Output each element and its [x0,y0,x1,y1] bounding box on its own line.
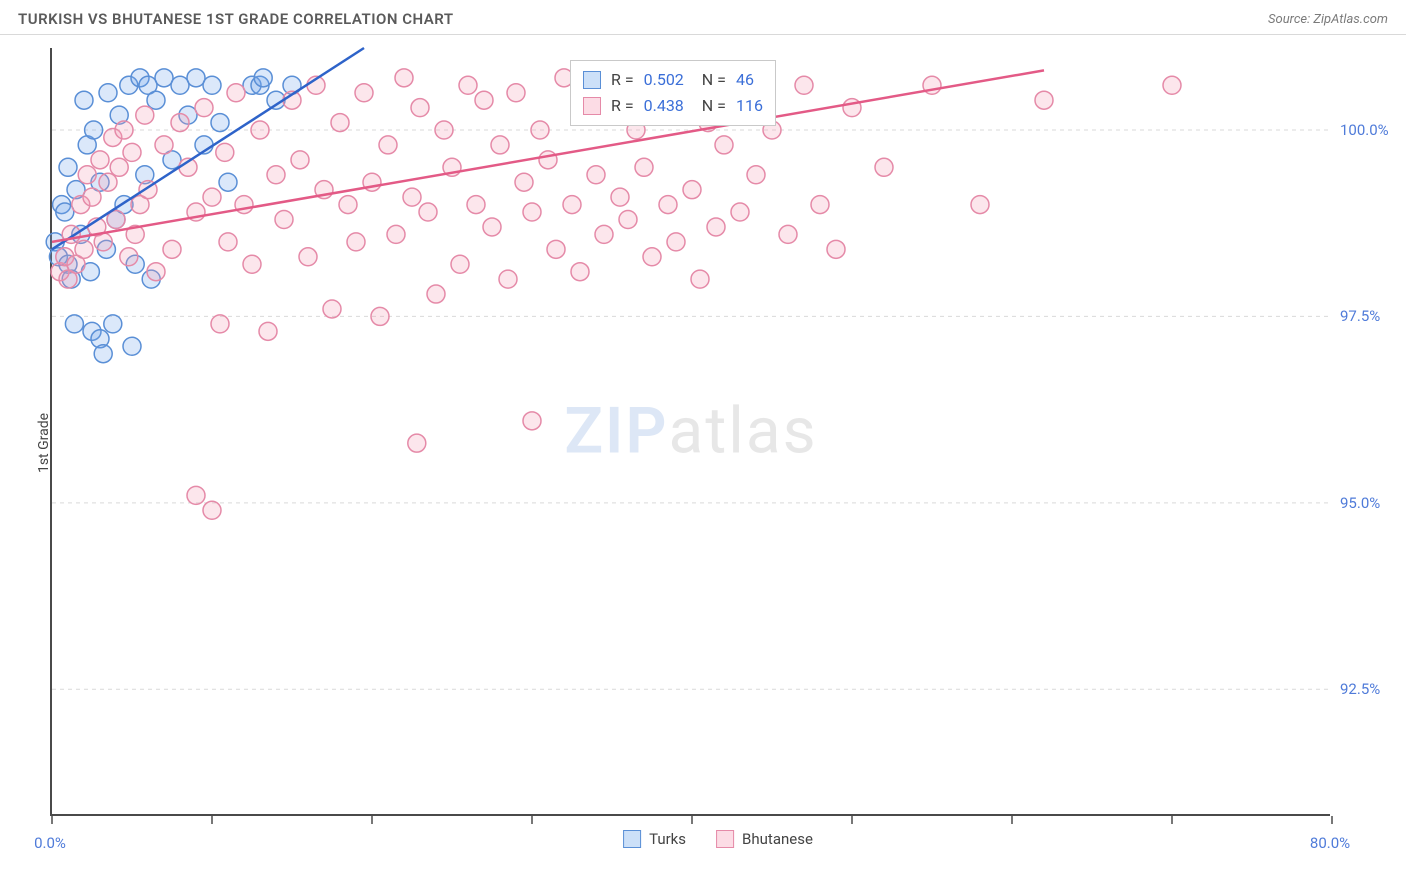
legend-swatch [623,830,641,848]
n-label: N = [702,93,726,119]
chart-source: Source: ZipAtlas.com [1268,12,1388,27]
y-tick-label: 95.0% [1340,494,1380,512]
r-label: R = [611,93,634,119]
n-value: 116 [736,93,763,119]
legend-swatch [583,97,601,115]
stats-row: R = 0.502 N = 46 [583,67,763,93]
x-tick-label: 0.0% [34,834,66,852]
bottom-legend: Turks Bhutanese [623,830,813,848]
chart-title: TURKISH VS BHUTANESE 1ST GRADE CORRELATI… [18,10,454,28]
stats-box: R = 0.502 N = 46 R = 0.438 N = 116 [570,60,776,126]
y-tick-label: 97.5% [1340,307,1380,325]
legend-swatch [716,830,734,848]
n-label: N = [702,67,726,93]
r-value: 0.502 [644,67,684,93]
x-tick-label: 80.0% [1310,834,1350,852]
legend-label: Bhutanese [742,830,813,848]
chart-frame: 1st Grade ZIPatlas R =0.502N =46R =0.438… [50,48,1386,838]
r-label: R = [611,67,634,93]
y-tick-label: 92.5% [1340,680,1380,698]
stats-row: R = 0.438 N = 116 [583,93,763,119]
n-value: 46 [736,67,754,93]
scatter-svg [52,48,1332,816]
chart-header: TURKISH VS BHUTANESE 1ST GRADE CORRELATI… [0,0,1406,35]
legend-label: Turks [649,830,686,848]
r-value: 0.438 [644,93,684,119]
legend-swatch [583,71,601,89]
legend-item: Turks [623,830,686,848]
y-tick-label: 100.0% [1340,121,1389,139]
plot-area: ZIPatlas R =0.502N =46R =0.438N =116 [50,48,1330,816]
legend-item: Bhutanese [716,830,813,848]
